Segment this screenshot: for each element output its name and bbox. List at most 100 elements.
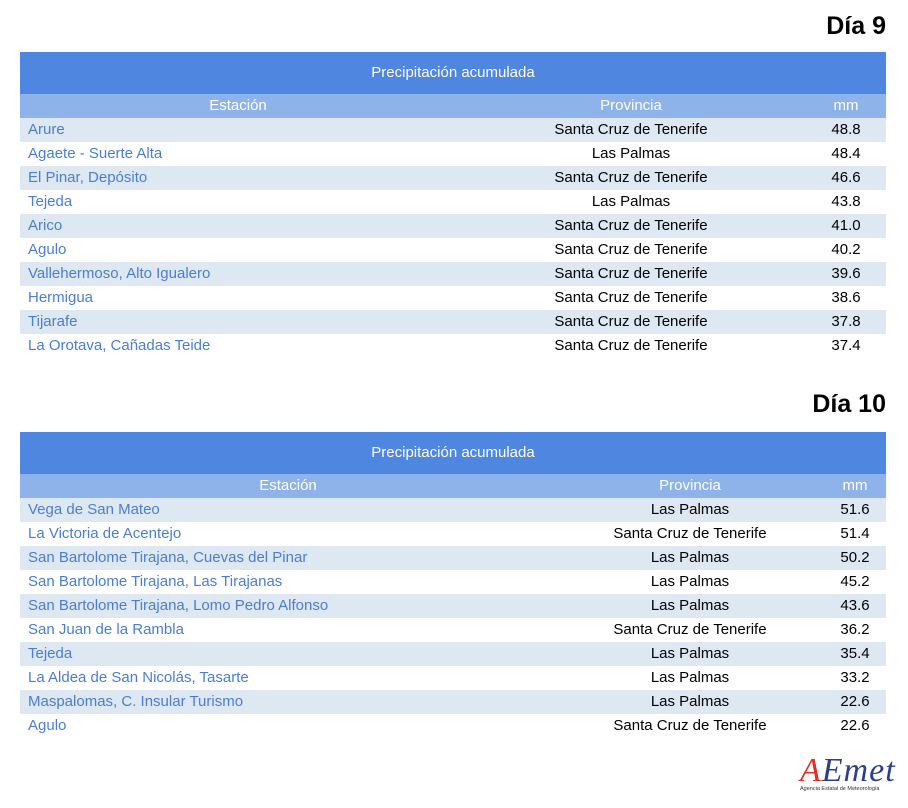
section-heading: Día 9 — [826, 12, 886, 40]
logo: AEmet Agencia Estatal de Meteorología — [800, 752, 904, 792]
table-cell: 50.2 — [840, 549, 870, 566]
table-cell: Santa Cruz de Tenerife — [554, 289, 708, 306]
table-cell: 22.6 — [840, 693, 870, 710]
table-cell: 43.8 — [831, 193, 861, 210]
table-row: Tijarafe Santa Cruz de Tenerife 37.8 — [20, 310, 886, 334]
section-heading: Día 10 — [812, 390, 886, 418]
logo-name: AEmet — [800, 752, 896, 789]
table-cell: Maspalomas, C. Insular Turismo — [28, 693, 244, 710]
table-cell: 36.2 — [840, 621, 870, 638]
table-row: Arico Santa Cruz de Tenerife 41.0 — [20, 214, 886, 238]
table-cell: 37.4 — [831, 337, 861, 354]
table-cell: Agulo — [28, 717, 67, 734]
table-cell: Santa Cruz de Tenerife — [554, 241, 708, 258]
table-row: Vallehermoso, Alto Igualero Santa Cruz de… — [20, 262, 886, 286]
header-row: Estación Provincia mm — [20, 94, 886, 118]
table-cell: 37.8 — [831, 313, 861, 330]
table-cell: Santa Cruz de Tenerife — [554, 337, 708, 354]
table-cell: Arure — [28, 121, 65, 138]
table-cell: Arico — [28, 217, 63, 234]
table-cell: Las Palmas — [650, 549, 730, 566]
table-row: Agulo Santa Cruz de Tenerife 40.2 — [20, 238, 886, 262]
table-cell: Agaete - Suerte Alta — [28, 145, 163, 162]
table-cell: Tijarafe — [28, 313, 78, 330]
table-cell: Santa Cruz de Tenerife — [613, 525, 767, 542]
table-cell: La Victoria de Acentejo — [28, 525, 182, 542]
header-cell: Estación — [209, 97, 267, 114]
table-row: San Bartolome Tirajana, Lomo Pedro Alfon… — [20, 594, 886, 618]
header-cell: Provincia — [659, 477, 721, 494]
table-cell: 48.4 — [831, 145, 861, 162]
table-title: Precipitación acumulada — [20, 432, 886, 474]
table-cell: Las Palmas — [650, 501, 730, 518]
table-cell: Tejeda — [28, 193, 73, 210]
table-title: Precipitación acumulada — [20, 52, 886, 94]
table-row: San Juan de la Rambla Santa Cruz de Tener… — [20, 618, 886, 642]
table-cell: Las Palmas — [591, 145, 671, 162]
header-row: Estación Provincia mm — [20, 474, 886, 498]
header-cell: mm — [833, 97, 859, 114]
table-cell: Santa Cruz de Tenerife — [554, 313, 708, 330]
table-cell: Las Palmas — [650, 645, 730, 662]
table-cell: San Bartolome Tirajana, Lomo Pedro Alfon… — [28, 597, 329, 614]
table-cell: El Pinar, Depósito — [28, 169, 148, 186]
table-cell: Vallehermoso, Alto Igualero — [28, 265, 211, 282]
table-row: Agulo Santa Cruz de Tenerife 22.6 — [20, 714, 886, 738]
table: Precipitación acumulada Estación Provincia… — [20, 432, 886, 738]
table-cell: San Bartolome Tirajana, Las Tirajanas — [28, 573, 283, 590]
table-cell: San Bartolome Tirajana, Cuevas del Pinar — [28, 549, 308, 566]
table-cell: Santa Cruz de Tenerife — [554, 121, 708, 138]
table-row: Vega de San Mateo Las Palmas 51.6 — [20, 498, 886, 522]
table-cell: Santa Cruz de Tenerife — [554, 217, 708, 234]
table-cell: 38.6 — [831, 289, 861, 306]
table-cell: Las Palmas — [591, 193, 671, 210]
table-cell: 43.6 — [840, 597, 870, 614]
logo-subtitle: Agencia Estatal de Meteorología — [800, 786, 880, 792]
table-cell: 39.6 — [831, 265, 861, 282]
table-cell: Las Palmas — [650, 693, 730, 710]
table-row: San Bartolome Tirajana, Las Tirajanas Las… — [20, 570, 886, 594]
table-cell: 22.6 — [840, 717, 870, 734]
table-row: Maspalomas, C. Insular Turismo Las Palmas… — [20, 690, 886, 714]
table-cell: Santa Cruz de Tenerife — [613, 717, 767, 734]
table-row: San Bartolome Tirajana, Cuevas del Pinar… — [20, 546, 886, 570]
table-cell: La Aldea de San Nicolás, Tasarte — [28, 669, 249, 686]
table-row: Arure Santa Cruz de Tenerife 48.8 — [20, 118, 886, 142]
table-cell: Agulo — [28, 241, 67, 258]
table-cell: Hermigua — [28, 289, 94, 306]
table-cell: Tejeda — [28, 645, 73, 662]
header-cell: Provincia — [600, 97, 662, 114]
table-body: Arure Santa Cruz de Tenerife 48.8 Agaete - … — [20, 118, 886, 358]
table-row: La Orotava, Cañadas Teide Santa Cruz de T… — [20, 334, 886, 358]
table-cell: Las Palmas — [650, 597, 730, 614]
table: Precipitación acumulada Estación Provincia… — [20, 52, 886, 358]
table-cell: 51.6 — [840, 501, 870, 518]
table-cell: Vega de San Mateo — [28, 501, 160, 518]
table-cell: 45.2 — [840, 573, 870, 590]
table-cell: 41.0 — [831, 217, 861, 234]
table-cell: La Orotava, Cañadas Teide — [28, 337, 211, 354]
table-row: El Pinar, Depósito Santa Cruz de Tenerife… — [20, 166, 886, 190]
table-cell: Santa Cruz de Tenerife — [613, 621, 767, 638]
table-cell: 33.2 — [840, 669, 870, 686]
table-cell: Santa Cruz de Tenerife — [554, 169, 708, 186]
table-cell: Las Palmas — [650, 573, 730, 590]
table-cell: Santa Cruz de Tenerife — [554, 265, 708, 282]
table-cell: Las Palmas — [650, 669, 730, 686]
table-row: La Aldea de San Nicolás, Tasarte Las Palm… — [20, 666, 886, 690]
table-cell: 35.4 — [840, 645, 870, 662]
table-row: Hermigua Santa Cruz de Tenerife 38.6 — [20, 286, 886, 310]
table-cell: 46.6 — [831, 169, 861, 186]
table-row: Agaete - Suerte Alta Las Palmas 48.4 — [20, 142, 886, 166]
table-cell: San Juan de la Rambla — [28, 621, 184, 638]
table-body: Vega de San Mateo Las Palmas 51.6 La Victor… — [20, 498, 886, 738]
table-row: Tejeda Las Palmas 35.4 — [20, 642, 886, 666]
table-cell: 51.4 — [840, 525, 870, 542]
table-row: La Victoria de Acentejo Santa Cruz de Ten… — [20, 522, 886, 546]
table-cell: 40.2 — [831, 241, 861, 258]
table-cell: 48.8 — [831, 121, 861, 138]
header-cell: mm — [842, 477, 868, 494]
table-row: Tejeda Las Palmas 43.8 — [20, 190, 886, 214]
header-cell: Estación — [259, 477, 317, 494]
